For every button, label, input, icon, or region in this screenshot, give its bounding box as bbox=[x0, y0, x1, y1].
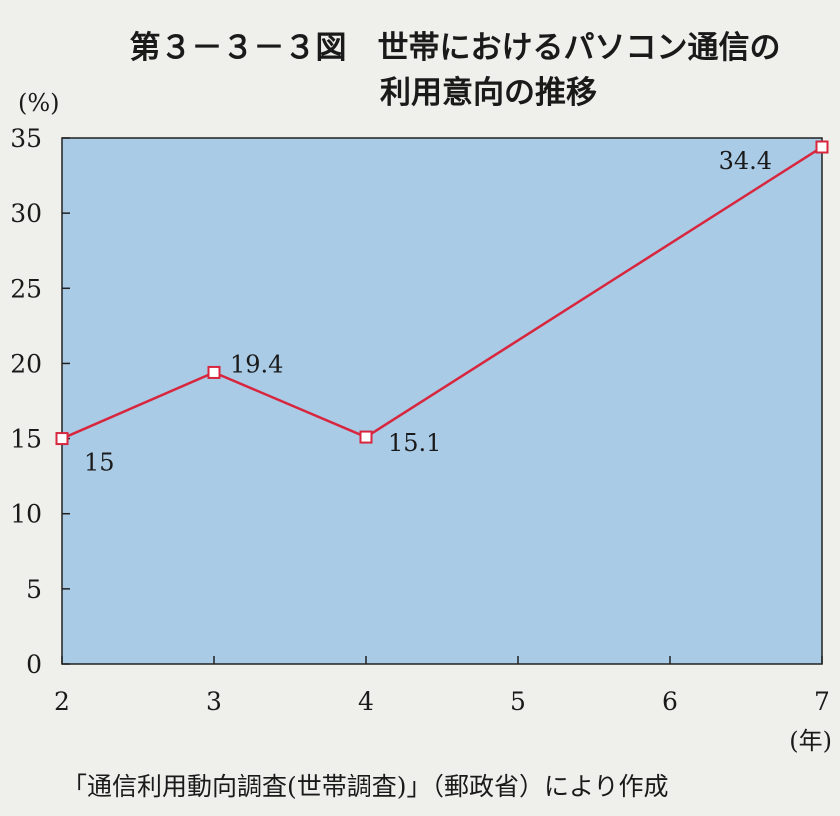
x-tick-label: 3 bbox=[206, 687, 222, 716]
x-axis: 2 3 4 5 6 7 bbox=[54, 656, 830, 716]
data-label: 34.4 bbox=[719, 147, 772, 175]
data-point-marker bbox=[815, 140, 829, 154]
source-note: 「通信利用動向調査(世帯調査)」（郵政省）により作成 bbox=[62, 772, 669, 801]
data-point-marker bbox=[359, 430, 373, 444]
y-tick-label: 5 bbox=[26, 575, 42, 604]
y-tick-label: 15 bbox=[10, 425, 42, 454]
data-point-marker bbox=[207, 365, 221, 379]
y-unit-label: (%) bbox=[18, 89, 60, 117]
x-tick-label: 7 bbox=[814, 687, 830, 716]
y-tick-label: 30 bbox=[10, 199, 42, 228]
x-tick-label: 6 bbox=[662, 687, 678, 716]
x-tick-label: 5 bbox=[510, 687, 526, 716]
data-label: 19.4 bbox=[230, 350, 283, 378]
series-line bbox=[61, 145, 823, 440]
plot-area bbox=[61, 137, 823, 665]
data-point-marker bbox=[55, 432, 69, 446]
data-label: 15 bbox=[84, 449, 115, 477]
chart-title-line2: 利用意向の推移 bbox=[380, 75, 597, 111]
y-axis: 0 5 10 15 20 25 30 35 bbox=[10, 124, 70, 679]
x-tick-label: 4 bbox=[358, 687, 374, 716]
y-tick-label: 0 bbox=[26, 650, 42, 679]
x-tick-label: 2 bbox=[54, 687, 70, 716]
data-label: 15.1 bbox=[388, 429, 441, 457]
y-tick-label: 25 bbox=[10, 274, 42, 303]
x-unit-label: (年) bbox=[789, 727, 832, 755]
chart-title-line1: 第３－３－３図 世帯におけるパソコン通信の bbox=[130, 30, 781, 66]
y-tick-label: 10 bbox=[10, 500, 42, 529]
y-tick-label: 35 bbox=[10, 124, 42, 153]
y-tick-label: 20 bbox=[10, 349, 42, 378]
series-layer: 15 19.4 15.1 34.4 bbox=[55, 140, 829, 477]
